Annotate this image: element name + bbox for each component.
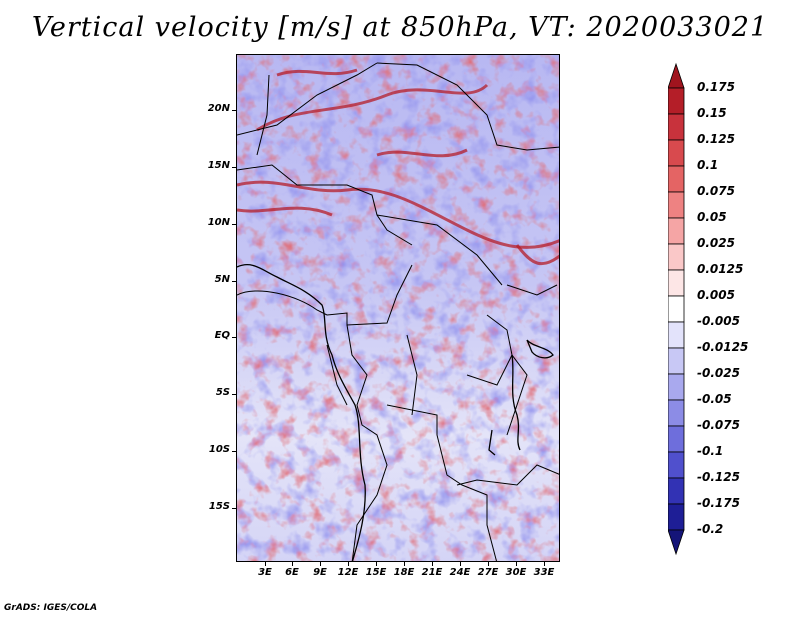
colorbar-swatch	[668, 373, 685, 401]
x-tick	[265, 562, 266, 566]
y-tick	[232, 394, 236, 395]
x-tick	[544, 562, 545, 566]
colorbar-label: -0.1	[697, 444, 724, 458]
x-tick	[432, 562, 433, 566]
colorbar-label: 0.0125	[697, 262, 744, 276]
x-axis-label: 27E	[477, 567, 499, 578]
vertical-velocity-field	[237, 55, 559, 561]
colorbar-label: -0.175	[697, 496, 740, 510]
x-tick	[404, 562, 405, 566]
x-axis-label: 33E	[533, 567, 555, 578]
y-axis-label: 5S	[215, 387, 230, 398]
colorbar-label: 0.005	[697, 288, 735, 302]
colorbar-swatch	[668, 347, 685, 375]
colorbar-swatch	[668, 477, 685, 505]
x-axis-label: 18E	[393, 567, 415, 578]
y-axis-label: 20N	[207, 103, 230, 114]
colorbar-label: -0.05	[697, 392, 732, 406]
coastlines-and-lakes	[237, 263, 554, 561]
colorbar	[668, 62, 685, 556]
colorbar-label: 0.175	[697, 80, 735, 94]
colorbar-label: -0.2	[697, 522, 724, 536]
colorbar-swatch	[668, 321, 685, 349]
chart-title: Vertical velocity [m/s] at 850hPa, VT: 2…	[31, 12, 769, 43]
colorbar-upper-arrow	[668, 62, 685, 89]
colorbar-swatch	[668, 113, 685, 141]
colorbar-label: -0.0125	[697, 340, 749, 354]
colorbar-label: 0.025	[697, 236, 735, 250]
x-tick	[292, 562, 293, 566]
colorbar-label: 0.1	[697, 158, 719, 172]
map-plot-area	[236, 54, 560, 562]
x-axis-label: 30E	[505, 567, 527, 578]
country-boundaries	[237, 62, 559, 561]
y-tick	[232, 110, 236, 111]
colorbar-swatch	[668, 165, 685, 193]
x-axis-label: 12E	[337, 567, 359, 578]
field-texture	[237, 55, 559, 561]
y-tick	[232, 451, 236, 452]
colorbar-label: -0.005	[697, 314, 740, 328]
colorbar-label: -0.125	[697, 470, 740, 484]
x-axis-label: 21E	[421, 567, 443, 578]
software-credit: GrADS: IGES/COLA	[4, 603, 98, 613]
colorbar-swatch	[668, 139, 685, 167]
colorbar-label: -0.025	[697, 366, 740, 380]
x-axis-label: 24E	[449, 567, 471, 578]
x-tick	[320, 562, 321, 566]
y-tick	[232, 337, 236, 338]
y-axis-label: 5N	[214, 274, 230, 285]
colorbar-swatch	[668, 269, 685, 297]
x-tick	[460, 562, 461, 566]
colorbar-label: 0.15	[697, 106, 727, 120]
colorbar-label: 0.05	[697, 210, 727, 224]
colorbar-swatch	[668, 425, 685, 453]
x-axis-label: 3E	[258, 567, 272, 578]
x-tick	[376, 562, 377, 566]
y-axis-label: 10S	[208, 444, 230, 455]
y-tick	[232, 508, 236, 509]
y-tick	[232, 167, 236, 168]
colorbar-lower-arrow	[668, 529, 685, 556]
x-axis-label: 9E	[313, 567, 327, 578]
y-tick	[232, 281, 236, 282]
y-axis-label: 15S	[208, 501, 230, 512]
y-axis-label: 10N	[207, 217, 230, 228]
x-axis-label: 15E	[365, 567, 387, 578]
colorbar-swatch	[668, 451, 685, 479]
colorbar-swatch	[668, 503, 685, 531]
colorbar-label: 0.075	[697, 184, 735, 198]
x-axis-label: 6E	[285, 567, 299, 578]
colorbar-swatch	[668, 191, 685, 219]
colorbar-label: 0.125	[697, 132, 735, 146]
x-tick	[488, 562, 489, 566]
colorbar-swatch	[668, 295, 685, 323]
y-axis-label: 15N	[207, 160, 230, 171]
colorbar-swatch	[668, 217, 685, 245]
colorbar-label: -0.075	[697, 418, 740, 432]
colorbar-swatch	[668, 243, 685, 271]
y-axis-label: EQ	[214, 330, 230, 341]
updraft-bands	[237, 68, 559, 266]
x-tick	[516, 562, 517, 566]
colorbar-swatch	[668, 87, 685, 115]
x-tick	[348, 562, 349, 566]
colorbar-swatch	[668, 399, 685, 427]
y-tick	[232, 224, 236, 225]
